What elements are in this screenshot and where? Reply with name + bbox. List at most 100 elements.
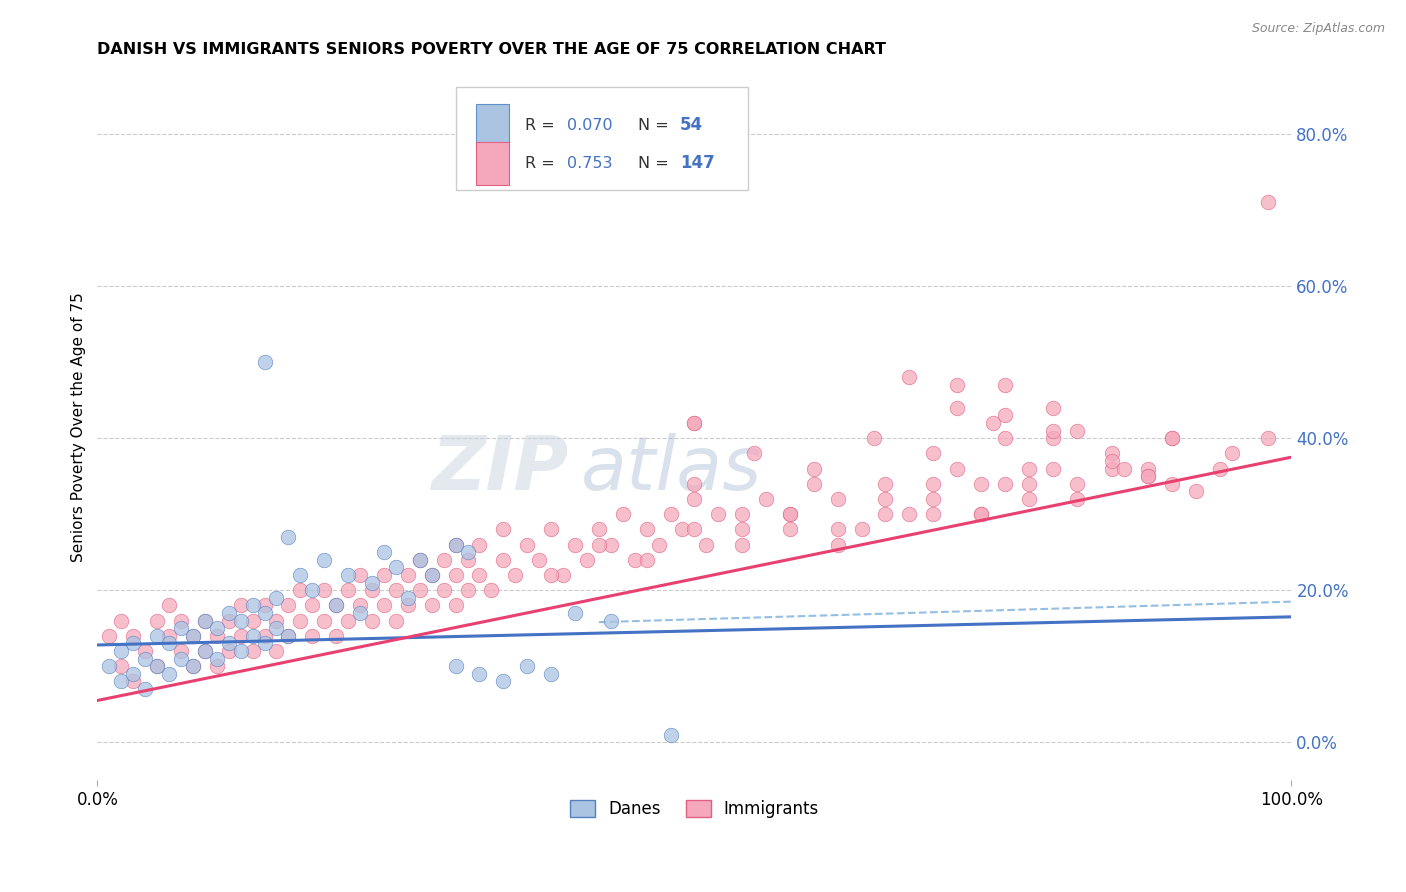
Point xyxy=(290,568,312,582)
Point xyxy=(970,507,993,521)
Point xyxy=(170,651,193,665)
Point xyxy=(551,568,574,582)
Point xyxy=(98,629,121,643)
Point xyxy=(1220,446,1243,460)
Text: N =: N = xyxy=(638,118,673,133)
Point xyxy=(314,614,336,628)
Point xyxy=(922,507,945,521)
Point xyxy=(827,491,849,506)
Point xyxy=(420,568,443,582)
Text: atlas: atlas xyxy=(581,434,762,505)
Point xyxy=(361,583,384,598)
Point xyxy=(110,644,132,658)
Point xyxy=(1137,469,1160,483)
Point xyxy=(122,666,145,681)
Text: Source: ZipAtlas.com: Source: ZipAtlas.com xyxy=(1251,22,1385,36)
Point xyxy=(170,621,193,635)
Point xyxy=(922,476,945,491)
Point xyxy=(433,583,456,598)
Y-axis label: Seniors Poverty Over the Age of 75: Seniors Poverty Over the Age of 75 xyxy=(72,292,86,562)
Point xyxy=(540,522,562,536)
Point xyxy=(385,560,408,574)
Point xyxy=(1185,484,1208,499)
Point xyxy=(444,538,467,552)
Point xyxy=(396,591,419,605)
Point xyxy=(361,614,384,628)
Point xyxy=(444,538,467,552)
Point xyxy=(229,629,252,643)
Point xyxy=(181,629,204,643)
Point xyxy=(420,599,443,613)
Point xyxy=(647,538,669,552)
Point xyxy=(1018,476,1040,491)
Point xyxy=(325,599,347,613)
Text: 54: 54 xyxy=(681,116,703,135)
Point xyxy=(373,545,395,559)
Point xyxy=(612,507,634,521)
Point xyxy=(146,659,169,673)
Point xyxy=(218,644,240,658)
Point xyxy=(181,659,204,673)
Point xyxy=(731,507,754,521)
Point xyxy=(146,629,169,643)
Text: DANISH VS IMMIGRANTS SENIORS POVERTY OVER THE AGE OF 75 CORRELATION CHART: DANISH VS IMMIGRANTS SENIORS POVERTY OVE… xyxy=(97,42,886,57)
Point xyxy=(349,599,371,613)
Point xyxy=(385,583,408,598)
Point xyxy=(301,599,323,613)
Point xyxy=(683,522,706,536)
Point xyxy=(1101,446,1123,460)
Point xyxy=(194,644,217,658)
Point xyxy=(1209,461,1232,475)
Point xyxy=(266,621,288,635)
Point xyxy=(134,644,156,658)
Point xyxy=(229,599,252,613)
Point xyxy=(253,355,276,369)
Point xyxy=(564,538,586,552)
Point xyxy=(110,674,132,689)
Point xyxy=(409,553,432,567)
Point xyxy=(492,674,515,689)
Point xyxy=(564,606,586,620)
Point xyxy=(314,583,336,598)
FancyBboxPatch shape xyxy=(475,104,509,146)
Point xyxy=(337,568,360,582)
Point xyxy=(314,553,336,567)
Point xyxy=(994,476,1017,491)
Point xyxy=(875,491,897,506)
Point xyxy=(540,666,562,681)
Point xyxy=(277,599,299,613)
Point xyxy=(1042,424,1064,438)
Text: R =: R = xyxy=(524,118,560,133)
Point xyxy=(1066,491,1088,506)
Point xyxy=(301,629,323,643)
Point xyxy=(1018,461,1040,475)
Point xyxy=(337,583,360,598)
Point xyxy=(623,553,645,567)
Point xyxy=(170,644,193,658)
Point xyxy=(134,651,156,665)
Point xyxy=(253,629,276,643)
Point xyxy=(492,522,515,536)
Point xyxy=(253,599,276,613)
Point xyxy=(373,599,395,613)
Point xyxy=(1042,461,1064,475)
Point xyxy=(361,575,384,590)
Text: N =: N = xyxy=(638,156,673,171)
Point xyxy=(1161,431,1184,445)
Point xyxy=(396,599,419,613)
Point xyxy=(457,553,479,567)
Point xyxy=(636,522,658,536)
Point xyxy=(277,629,299,643)
Point xyxy=(242,599,264,613)
Point xyxy=(242,629,264,643)
Point xyxy=(409,553,432,567)
Text: 147: 147 xyxy=(681,154,714,172)
Point xyxy=(457,545,479,559)
Point xyxy=(337,614,360,628)
FancyBboxPatch shape xyxy=(475,142,509,185)
Point xyxy=(1066,476,1088,491)
Point xyxy=(588,522,610,536)
Point xyxy=(827,538,849,552)
Point xyxy=(205,651,228,665)
Point xyxy=(266,644,288,658)
